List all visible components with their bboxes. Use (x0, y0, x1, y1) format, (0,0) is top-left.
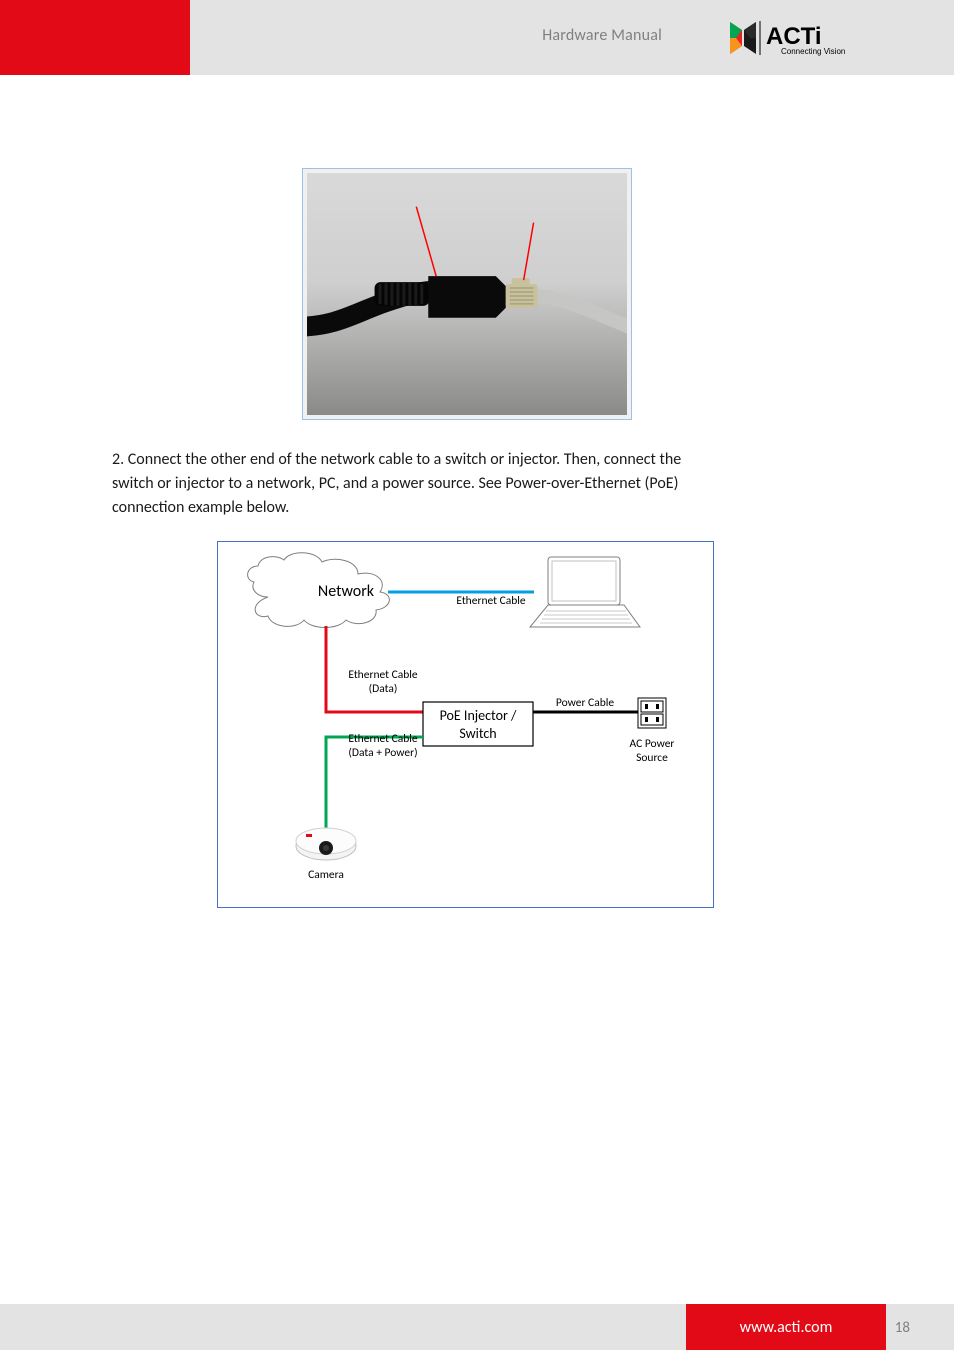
svg-text:ACTi: ACTi (766, 23, 822, 50)
outlet-icon (638, 698, 666, 728)
logo-tagline: Connecting Vision (781, 47, 845, 56)
step2-text-l2: switch or injector to a network, PC, and… (112, 472, 852, 495)
step2-text-l3: connection example below. (112, 496, 852, 519)
network-label: Network (318, 582, 375, 601)
eth-dp-l1: Ethernet Cable (348, 732, 418, 746)
eth-data-l2: (Data) (369, 682, 398, 696)
footer-url[interactable]: www.acti.com (686, 1304, 886, 1350)
connector-photo: Ethernet port Ethernet cable (302, 168, 632, 420)
page-number: 18 (895, 1319, 910, 1337)
manual-title: Hardware Manual (542, 26, 662, 45)
brand-logo: ACTi Connecting Vision (726, 18, 856, 63)
camera-label: Camera (308, 868, 344, 882)
footer-bar: www.acti.com 18 (0, 1304, 954, 1350)
camera-icon (296, 828, 356, 860)
eth-cable-label: Ethernet Cable (456, 594, 526, 608)
eth-dp-l2: (Data + Power) (348, 746, 417, 760)
ac-l1: AC Power (630, 737, 675, 751)
power-cable-label: Power Cable (556, 696, 615, 710)
ac-l2: Source (636, 751, 668, 765)
step2-text-l1: 2. Connect the other end of the network … (112, 448, 852, 471)
poe-l1: PoE Injector / (440, 707, 517, 724)
header-bar: Hardware Manual ACTi Connecting Vision (0, 0, 954, 75)
laptop-icon (530, 557, 640, 627)
eth-data-l1: Ethernet Cable (348, 668, 418, 682)
network-diagram: Network Ethernet Cable Ethernet Cable (217, 541, 714, 908)
header-accent (0, 0, 190, 75)
poe-l2: Switch (459, 725, 496, 742)
